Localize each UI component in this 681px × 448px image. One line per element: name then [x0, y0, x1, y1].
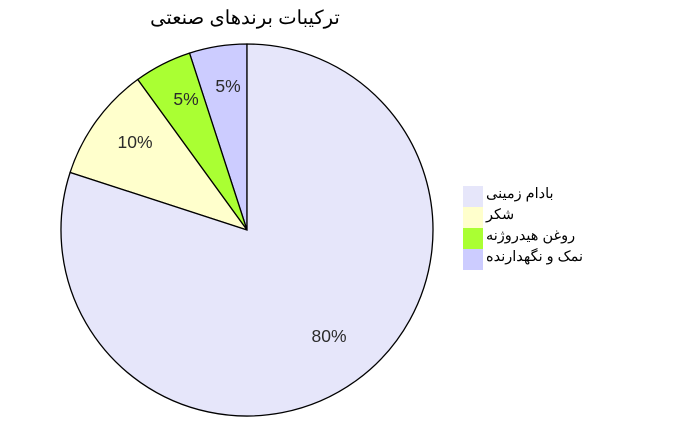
svg-text:80%: 80% — [311, 326, 346, 346]
svg-text:10%: 10% — [117, 132, 152, 152]
svg-text:5%: 5% — [173, 89, 198, 109]
svg-text:5%: 5% — [215, 76, 240, 96]
